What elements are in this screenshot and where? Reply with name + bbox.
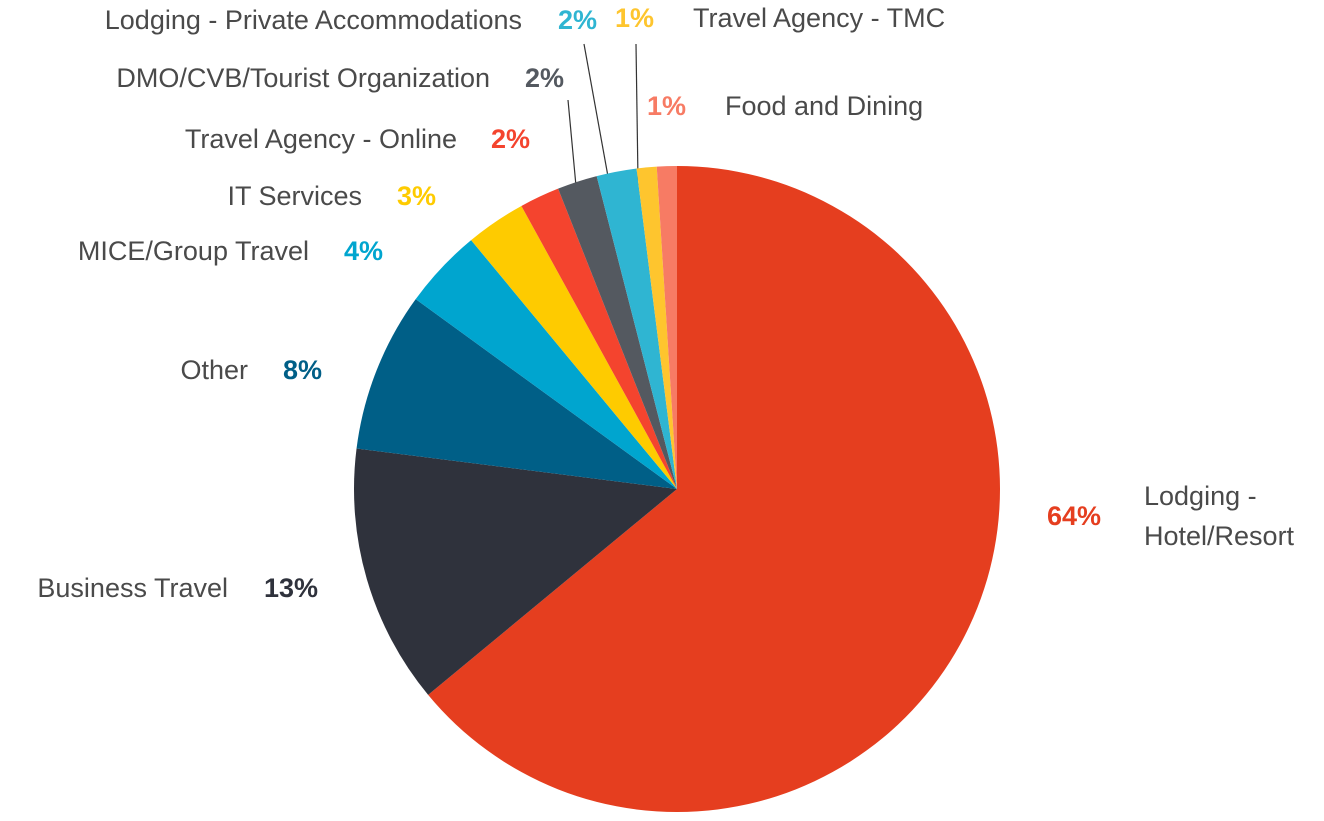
- value-label: 2%: [558, 5, 598, 35]
- slice-label: Other: [180, 355, 248, 385]
- pie-slice: [596, 168, 677, 490]
- slice-label: IT Services: [227, 181, 362, 211]
- value-label: 1%: [615, 3, 655, 33]
- slice-label: Lodging - Private Accommodations: [104, 5, 522, 35]
- value-label: 2%: [491, 124, 531, 154]
- slice-label: Food and Dining: [725, 91, 924, 121]
- slice-label: Travel Agency - TMC: [693, 3, 946, 33]
- value-label: 64%: [1047, 501, 1102, 531]
- slice-label: Lodging - Hotel/Resort: [1144, 481, 1295, 551]
- pie-slice: [558, 176, 677, 489]
- leader-line: [583, 43, 610, 183]
- slice-label: MICE/Group Travel: [77, 236, 309, 266]
- pie-slice: [521, 188, 677, 489]
- value-label: 8%: [283, 355, 323, 385]
- pie-slice: [656, 166, 677, 489]
- pie-slice: [415, 240, 677, 489]
- slice-label: DMO/CVB/Tourist Organization: [116, 63, 490, 93]
- slice-label: Business Travel: [37, 573, 228, 603]
- pie-slice: [471, 205, 677, 489]
- pie-slice: [356, 299, 677, 489]
- pie-slice: [636, 166, 677, 489]
- leader-line: [635, 43, 639, 181]
- slice-label: Travel Agency - Online: [184, 124, 457, 154]
- leader-line: [567, 99, 577, 187]
- value-label: 2%: [525, 63, 565, 93]
- value-label: 13%: [264, 573, 319, 603]
- value-label: 4%: [344, 236, 384, 266]
- pie-slice: [354, 448, 677, 695]
- leader-lines: [567, 43, 639, 187]
- value-label: 1%: [647, 91, 687, 121]
- pie-slice: [428, 166, 1001, 812]
- value-label: 3%: [397, 181, 437, 211]
